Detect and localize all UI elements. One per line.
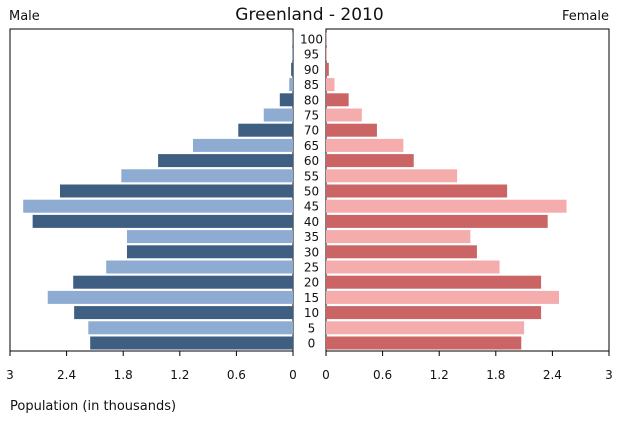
male-bar-0: [90, 336, 293, 350]
age-label-90: 90: [304, 63, 319, 77]
female-bar-10: [326, 306, 542, 320]
male-tick-label: 0.6: [227, 368, 246, 382]
female-bar-75: [326, 108, 362, 122]
chart-title: Greenland - 2010: [235, 5, 384, 25]
male-tick-label: 1.8: [114, 368, 133, 382]
female-bar-45: [326, 199, 567, 213]
age-label-45: 45: [304, 200, 319, 214]
female-label: Female: [561, 9, 609, 24]
male-bar-70: [238, 123, 293, 137]
age-label-0: 0: [308, 337, 316, 351]
female-tick-label: 0.6: [373, 368, 392, 382]
male-tick-label: 0: [289, 368, 297, 382]
age-label-55: 55: [304, 169, 319, 183]
age-label-15: 15: [304, 291, 319, 305]
male-bar-75: [263, 108, 293, 122]
female-bar-20: [326, 275, 542, 289]
female-bar-5: [326, 321, 525, 335]
female-bar-55: [326, 169, 458, 183]
x-axis-label: Population (in thousands): [10, 399, 177, 414]
female-tick-label: 0: [322, 368, 330, 382]
male-bar-30: [126, 245, 294, 259]
female-tick-label: 2.4: [543, 368, 562, 382]
age-label-20: 20: [304, 276, 319, 290]
age-label-5: 5: [308, 321, 316, 335]
male-tick-label: 3: [6, 368, 14, 382]
male-bar-60: [158, 154, 293, 168]
male-bar-55: [121, 169, 294, 183]
female-bar-15: [326, 290, 560, 304]
male-bar-85: [289, 78, 293, 92]
age-label-60: 60: [304, 154, 319, 168]
age-label-95: 95: [304, 48, 319, 62]
female-bar-90: [326, 62, 329, 76]
female-bar-60: [326, 154, 414, 168]
male-bar-45: [23, 199, 294, 213]
male-bar-50: [59, 184, 293, 198]
age-label-70: 70: [304, 124, 319, 138]
age-label-85: 85: [304, 78, 319, 92]
female-tick-label: 1.2: [430, 368, 449, 382]
age-label-40: 40: [304, 215, 319, 229]
age-label-80: 80: [304, 93, 319, 107]
age-label-35: 35: [304, 230, 319, 244]
male-bar-65: [193, 138, 293, 152]
male-bar-20: [73, 275, 293, 289]
male-bar-25: [106, 260, 293, 274]
female-bar-85: [326, 78, 335, 92]
male-bar-80: [279, 93, 293, 107]
age-label-50: 50: [304, 185, 319, 199]
male-bar-40: [32, 214, 293, 228]
age-label-65: 65: [304, 139, 319, 153]
age-label-30: 30: [304, 245, 319, 259]
female-bar-30: [326, 245, 477, 259]
female-bar-70: [326, 123, 377, 137]
male-bar-90: [291, 62, 293, 76]
female-bar-25: [326, 260, 500, 274]
male-bar-10: [74, 306, 293, 320]
age-label-10: 10: [304, 306, 319, 320]
female-bar-65: [326, 138, 404, 152]
age-label-75: 75: [304, 109, 319, 123]
female-bar-80: [326, 93, 349, 107]
male-tick-label: 2.4: [57, 368, 76, 382]
female-tick-label: 1.8: [486, 368, 505, 382]
age-label-25: 25: [304, 261, 319, 275]
female-bar-50: [326, 184, 508, 198]
female-bar-35: [326, 230, 471, 244]
female-tick-label: 3: [605, 368, 613, 382]
female-bar-95: [326, 47, 327, 61]
male-tick-label: 1.2: [170, 368, 189, 382]
male-label: Male: [9, 9, 40, 24]
male-bar-5: [88, 321, 294, 335]
age-label-100: 100: [300, 33, 323, 47]
female-bar-40: [326, 214, 548, 228]
male-bar-15: [47, 290, 293, 304]
male-bar-95: [292, 47, 293, 61]
male-bar-35: [126, 230, 294, 244]
female-bar-0: [326, 336, 522, 350]
